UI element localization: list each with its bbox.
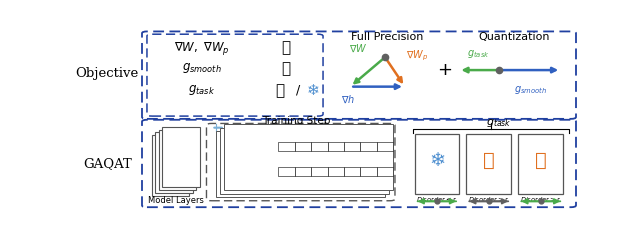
FancyBboxPatch shape: [220, 127, 389, 194]
Text: 🔥: 🔥: [281, 61, 291, 76]
FancyBboxPatch shape: [328, 167, 344, 176]
Text: ❄: ❄: [429, 151, 445, 170]
FancyBboxPatch shape: [344, 142, 360, 151]
Text: .: .: [351, 144, 353, 149]
FancyBboxPatch shape: [216, 131, 385, 197]
Text: .: .: [318, 169, 321, 174]
FancyBboxPatch shape: [344, 167, 360, 176]
FancyBboxPatch shape: [152, 136, 189, 196]
Text: +: +: [333, 169, 339, 174]
FancyBboxPatch shape: [159, 130, 196, 190]
FancyBboxPatch shape: [328, 142, 344, 151]
FancyBboxPatch shape: [278, 142, 295, 151]
Text: $\nabla W,\ \nabla W_p$: $\nabla W,\ \nabla W_p$: [173, 39, 229, 56]
Text: 🔥: 🔥: [281, 40, 291, 55]
Text: ❄: ❄: [307, 83, 319, 98]
Text: +: +: [382, 144, 387, 149]
FancyBboxPatch shape: [467, 134, 511, 194]
FancyBboxPatch shape: [311, 142, 328, 151]
Text: Gradient Disorder: Gradient Disorder: [313, 156, 388, 165]
Text: $Disorder \leq r$: $Disorder \leq r$: [417, 195, 458, 204]
Text: $g_{smooth}$: $g_{smooth}$: [182, 61, 221, 75]
Text: 🔥: 🔥: [483, 151, 495, 170]
Text: GAQAT: GAQAT: [83, 158, 132, 170]
Text: $Disorder > r$: $Disorder > r$: [468, 195, 509, 204]
Text: -: -: [367, 144, 369, 149]
FancyBboxPatch shape: [518, 134, 563, 194]
FancyBboxPatch shape: [360, 167, 376, 176]
FancyBboxPatch shape: [156, 132, 193, 193]
FancyBboxPatch shape: [225, 124, 393, 190]
Text: $\nabla h$: $\nabla h$: [341, 94, 355, 105]
Text: $\nabla W_p$: $\nabla W_p$: [406, 49, 428, 64]
Text: $g_{task}$: $g_{task}$: [467, 48, 490, 60]
Text: +: +: [284, 169, 289, 174]
FancyBboxPatch shape: [311, 167, 328, 176]
Text: -: -: [302, 144, 304, 149]
Text: $g_{task}$: $g_{task}$: [188, 83, 215, 97]
Text: step: 1  i+1   ...   i+k-2: step: 1 i+1 ... i+k-2: [236, 134, 312, 140]
Text: +: +: [382, 169, 387, 174]
Text: .: .: [335, 144, 337, 149]
Text: /: /: [296, 84, 300, 97]
Text: +: +: [284, 144, 289, 149]
Text: Training Step: Training Step: [262, 116, 330, 126]
Text: -: -: [302, 169, 304, 174]
FancyBboxPatch shape: [376, 142, 393, 151]
FancyBboxPatch shape: [295, 142, 311, 151]
FancyBboxPatch shape: [278, 167, 295, 176]
Text: .: .: [351, 169, 353, 174]
FancyBboxPatch shape: [415, 134, 460, 194]
Text: Every K Steps: Every K Steps: [222, 140, 228, 188]
Text: ...: ...: [306, 155, 315, 165]
Text: $Disorder > r$: $Disorder > r$: [520, 195, 561, 204]
Text: +: +: [437, 61, 452, 79]
Text: 🔥: 🔥: [275, 83, 284, 98]
FancyBboxPatch shape: [295, 167, 311, 176]
Text: $\nabla W$: $\nabla W$: [349, 42, 367, 54]
Text: $sign(g_{task})$: $sign(g_{task})$: [236, 142, 271, 152]
Text: Model Layers: Model Layers: [148, 196, 204, 205]
FancyBboxPatch shape: [376, 167, 393, 176]
Text: $g_{task}$: $g_{task}$: [486, 117, 512, 129]
FancyBboxPatch shape: [163, 127, 200, 187]
Text: +: +: [366, 169, 371, 174]
Text: .: .: [318, 144, 321, 149]
Text: Quantization: Quantization: [478, 32, 550, 42]
Text: 🔥: 🔥: [535, 151, 547, 170]
FancyBboxPatch shape: [360, 142, 376, 151]
Text: $g_{smooth}$: $g_{smooth}$: [514, 84, 547, 96]
Text: Full Precision: Full Precision: [351, 32, 424, 42]
Text: step: i+1 i+2  ...  i+k-1: step: i+1 i+2 ... i+k-1: [236, 182, 313, 188]
Text: $sign(g_{task})$: $sign(g_{task})$: [236, 166, 271, 176]
Text: Objective: Objective: [76, 67, 139, 80]
